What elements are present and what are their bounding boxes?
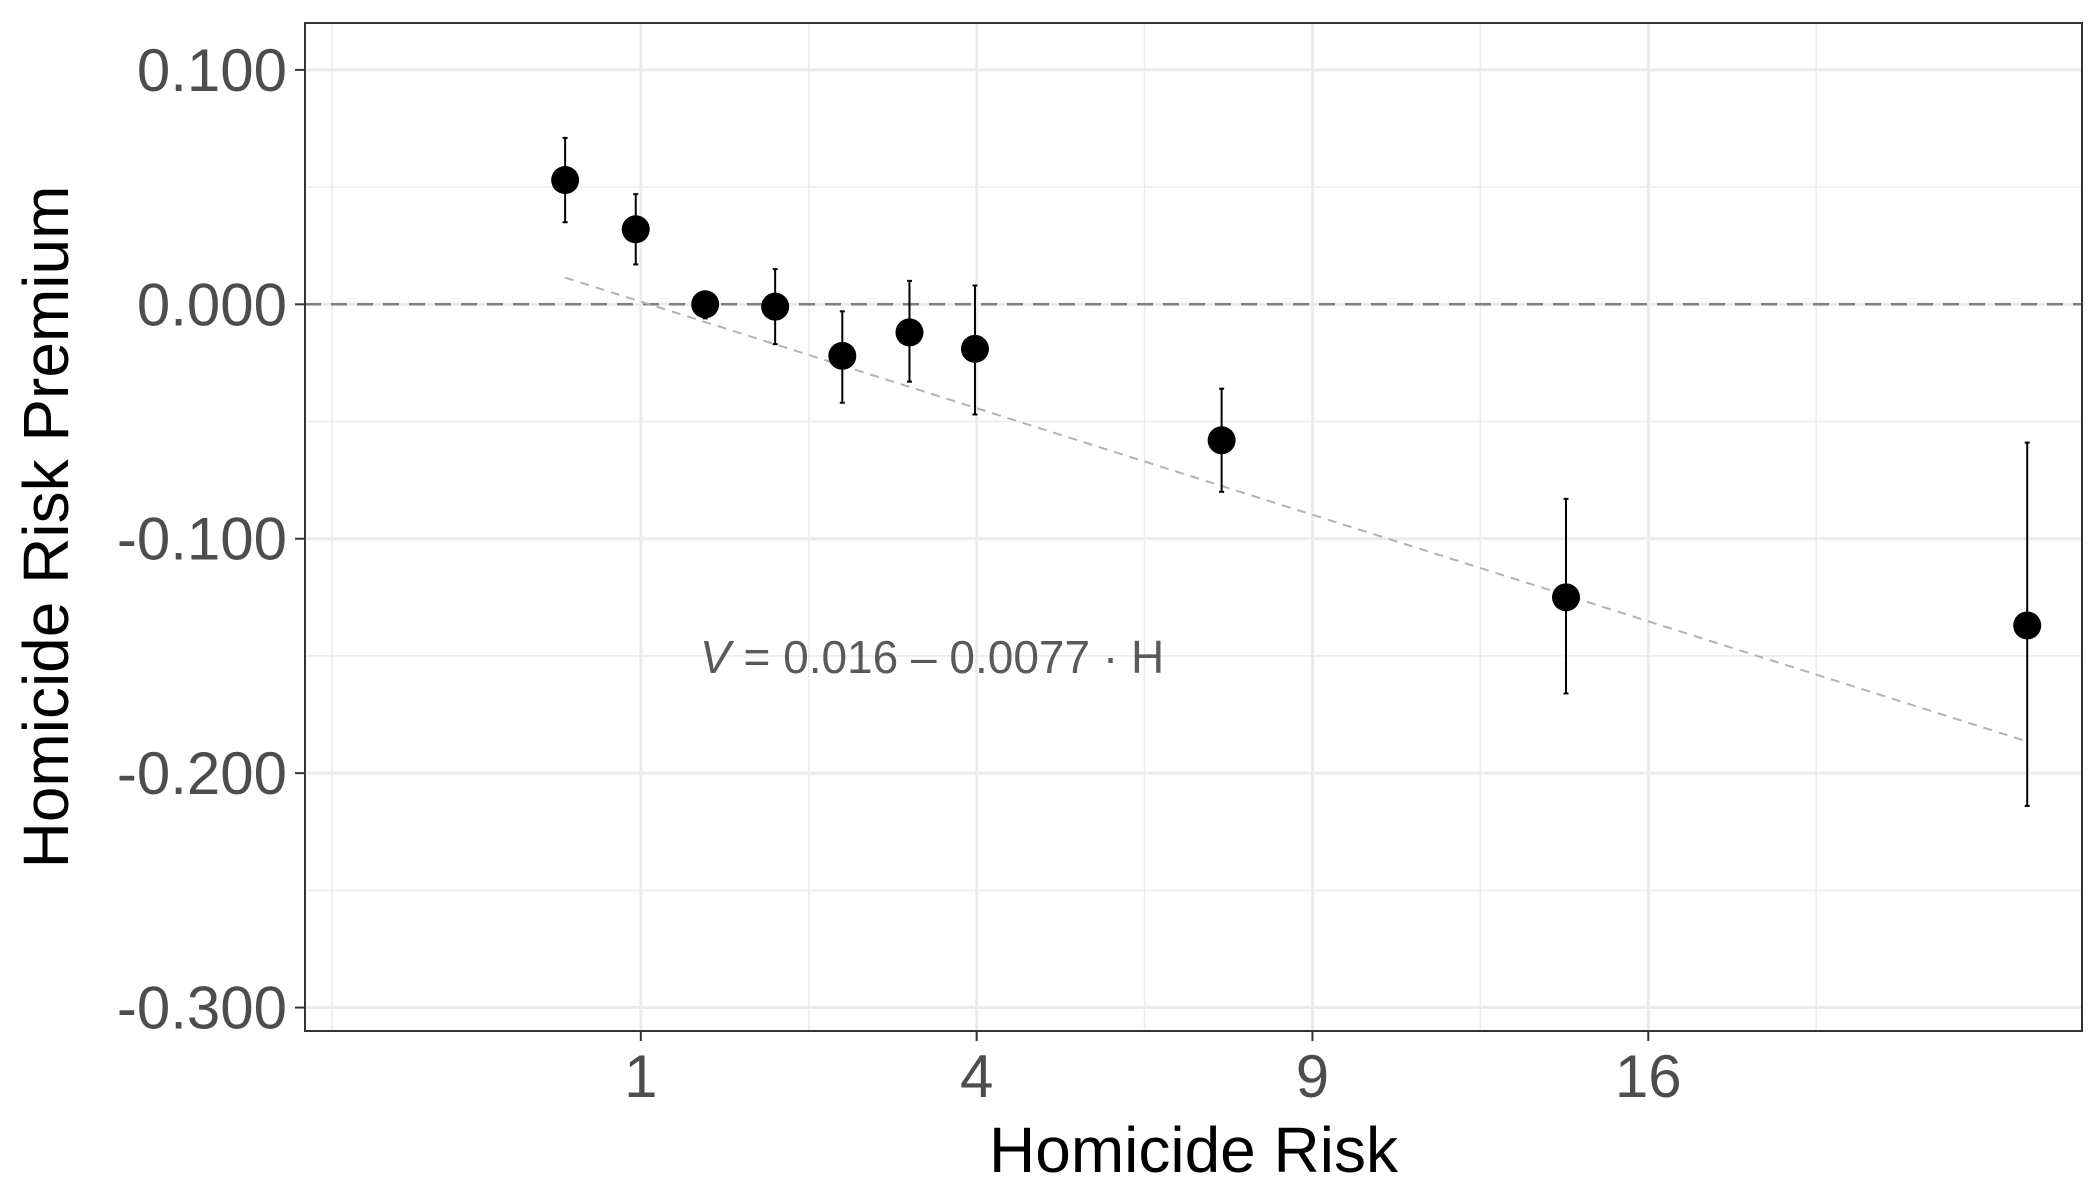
y-axis-ticks: 0.100 0.000 -0.100 -0.200 -0.300 [117, 37, 305, 1042]
y-axis-title: Homicide Risk Premium [10, 186, 82, 869]
x-tick-label: 1 [624, 1043, 657, 1110]
data-point [551, 166, 580, 195]
data-points [551, 166, 2042, 640]
x-axis-ticks: 1 4 9 16 [624, 1031, 1682, 1110]
x-tick-label: 4 [960, 1043, 993, 1110]
panel-border [304, 22, 2083, 1032]
data-point [761, 292, 790, 321]
data-point [691, 290, 720, 319]
y-tick-label: -0.300 [117, 975, 287, 1042]
x-tick-label: 16 [1615, 1043, 1682, 1110]
annotation-v: V [700, 631, 735, 683]
data-point [621, 215, 650, 244]
data-point [1552, 583, 1581, 612]
data-point [1207, 426, 1236, 455]
x-axis-title: Homicide Risk [989, 1114, 1399, 1186]
minor-grid [305, 23, 2082, 1031]
y-tick-label: 0.100 [137, 37, 287, 104]
data-point [2013, 611, 2042, 640]
fit-equation-annotation: V = 0.016 – 0.0077 · H [700, 631, 1164, 683]
data-point [895, 318, 924, 347]
annotation-rest: = 0.016 – 0.0077 · H [731, 631, 1164, 683]
major-grid [305, 23, 2082, 1031]
data-point [960, 334, 989, 363]
y-tick-label: -0.200 [117, 740, 287, 807]
data-point [828, 341, 857, 370]
y-tick-label: -0.100 [117, 506, 287, 573]
y-tick-label: 0.000 [137, 271, 287, 338]
x-tick-label: 9 [1296, 1043, 1329, 1110]
